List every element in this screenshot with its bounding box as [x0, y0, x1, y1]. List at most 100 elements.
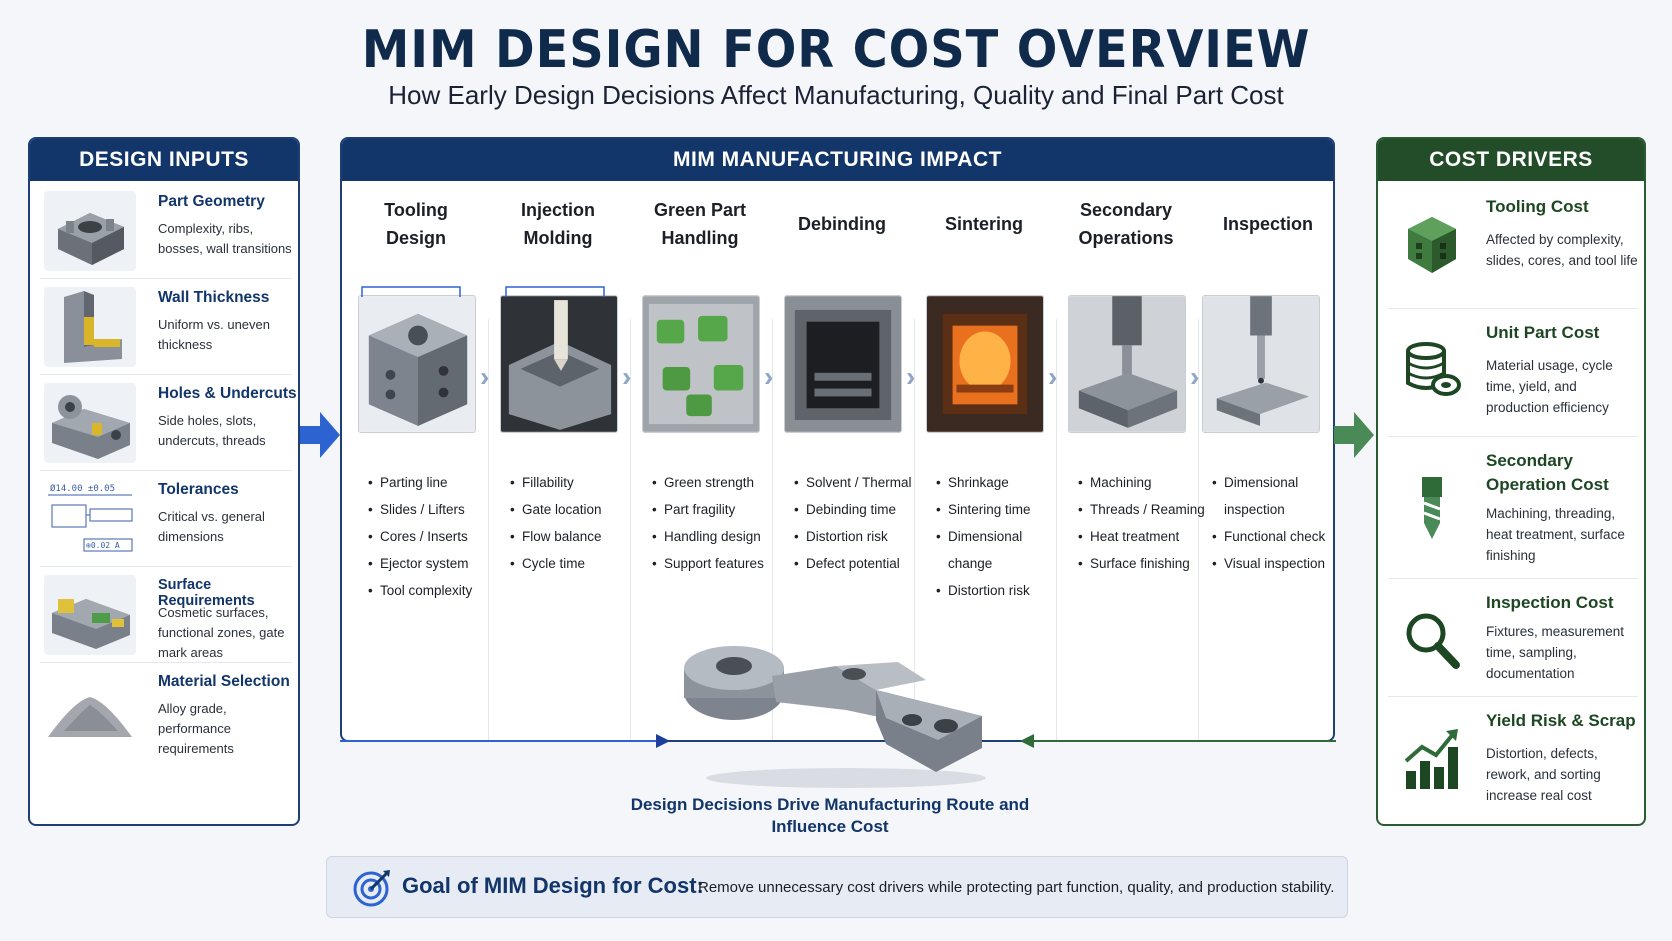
- cost-desc: Affected by complexity, slides, cores, a…: [1486, 232, 1638, 268]
- step-bullets: Machining Threads / Reaming Heat treatme…: [1078, 469, 1208, 577]
- step-title: Sintering: [944, 214, 1023, 234]
- tolerance-callout-text: ⊕0.02 A: [86, 541, 120, 550]
- bullet: Gate location: [510, 496, 640, 523]
- manufacturing-impact-heading: MIM MANUFACTURING IMPACT: [342, 139, 1333, 181]
- cnc-machining-image: [1068, 295, 1186, 433]
- cost-title: Inspection Cost: [1486, 593, 1614, 612]
- bullet: Heat treatment: [1078, 523, 1208, 550]
- bullet: Ejector system: [368, 550, 498, 577]
- chevron-right-icon: ›: [480, 361, 490, 392]
- cost-desc: Material usage, cycle time, yield, and p…: [1486, 358, 1613, 415]
- input-title: Tolerances: [158, 481, 239, 498]
- input-material-selection: Material Selection Alloy grade, performa…: [40, 663, 292, 759]
- cost-desc: Machining, threading, heat treatment, su…: [1486, 506, 1625, 563]
- input-desc: Side holes, slots, undercuts, threads: [158, 413, 266, 448]
- step-bullets: Shrinkage Sintering time Dimensional cha…: [936, 469, 1066, 604]
- cost-tooling: Tooling Cost Affected by complexity, sli…: [1388, 183, 1638, 309]
- mold-cube-icon: [1408, 217, 1456, 273]
- input-desc: Complexity, ribs, bosses, wall transitio…: [158, 221, 292, 256]
- cost-secondary-operation: Secondary Operation Cost Machining, thre…: [1388, 437, 1638, 579]
- input-desc: Alloy grade, performance requirements: [158, 701, 234, 756]
- injection-molding-image: [500, 295, 618, 433]
- chevron-right-icon: ›: [1048, 361, 1058, 392]
- bracket-icon: [361, 286, 605, 297]
- step-title: Injection Molding: [520, 200, 595, 248]
- step-bullets: Dimensional inspection Functional check …: [1212, 469, 1333, 577]
- cost-yield-risk: Yield Risk & Scrap Distortion, defects, …: [1388, 697, 1638, 824]
- coin-stack-icon: [1406, 342, 1461, 396]
- goal-text: Remove unnecessary cost drivers while pr…: [698, 879, 1335, 896]
- step-bullets: Green strength Part fragility Handling d…: [652, 469, 782, 577]
- center-caption: Design Decisions Drive Manufacturing Rou…: [630, 795, 1030, 836]
- input-title: Part Geometry: [158, 193, 265, 210]
- chevron-right-icon: ›: [622, 361, 632, 392]
- step-title: Tooling Design: [384, 200, 448, 248]
- step-bullets: Parting line Slides / Lifters Cores / In…: [368, 469, 498, 604]
- bullet: Handling design: [652, 523, 782, 550]
- input-wall-thickness: Wall Thickness Uniform vs. uneven thickn…: [40, 279, 292, 375]
- input-desc: Critical vs. general dimensions: [158, 509, 265, 544]
- input-desc: Cosmetic surfaces, functional zones, gat…: [158, 605, 285, 660]
- bullet: Shrinkage: [936, 469, 1066, 496]
- input-title: Surface Requirements: [158, 577, 255, 609]
- goal-banner: Goal of MIM Design for Cost: Remove unne…: [326, 856, 1348, 918]
- step-title: Green Part Handling: [653, 200, 747, 248]
- input-title: Material Selection: [158, 673, 290, 690]
- manufacturing-impact-panel: MIM MANUFACTURING IMPACT Tooling Design …: [340, 137, 1335, 742]
- bullet: Dimensional inspection: [1212, 469, 1333, 523]
- input-surface-requirements: Surface Requirements Cosmetic surfaces, …: [40, 567, 292, 663]
- bullet: Debinding time: [794, 496, 924, 523]
- input-holes-undercuts: Holes & Undercuts Side holes, slots, und…: [40, 375, 297, 471]
- step-bullets: Solvent / Thermal Debinding time Distort…: [794, 469, 924, 577]
- bullet: Part fragility: [652, 496, 782, 523]
- input-part-geometry: Part Geometry Complexity, ribs, bosses, …: [40, 183, 292, 279]
- input-tolerances: Ø14.00 ±0.05 ⊕0.02 A Tolerances Critical…: [40, 471, 292, 567]
- cost-flow-arrow-icon: [1334, 412, 1374, 458]
- magnifier-icon: [1406, 613, 1460, 669]
- bullet: Flow balance: [510, 523, 640, 550]
- goal-title: Goal of MIM Design for Cost:: [402, 873, 704, 898]
- bullet: Threads / Reaming: [1078, 496, 1208, 523]
- page-subtitle: How Early Design Decisions Affect Manufa…: [388, 80, 1284, 110]
- green-parts-tray-image: [642, 295, 760, 433]
- mim-part-image: [684, 646, 986, 788]
- input-title: Wall Thickness: [158, 289, 270, 306]
- input-desc: Uniform vs. uneven thickness: [158, 317, 270, 352]
- bullet: Cores / Inserts: [368, 523, 498, 550]
- bullet: Visual inspection: [1212, 550, 1333, 577]
- bullet: Cycle time: [510, 550, 640, 577]
- bullet: Dimensional change: [936, 523, 1066, 577]
- page-title: MIM DESIGN FOR COST OVERVIEW: [361, 20, 1311, 80]
- surface-requirements-icon: [44, 575, 136, 655]
- bullet: Fillability: [510, 469, 640, 496]
- cost-drivers-heading: COST DRIVERS: [1378, 139, 1644, 181]
- inspection-probe-image: [1202, 295, 1320, 433]
- step-title: Debinding: [798, 214, 886, 234]
- bullet: Parting line: [368, 469, 498, 496]
- bullet: Surface finishing: [1078, 550, 1208, 577]
- sintering-furnace-image: [926, 295, 1044, 433]
- cost-title: Secondary Operation Cost: [1486, 451, 1609, 494]
- part-geometry-icon: [44, 191, 136, 271]
- tolerance-dim-text: Ø14.00 ±0.05: [50, 483, 115, 494]
- chevron-right-icon: ›: [906, 361, 916, 392]
- bullet: Sintering time: [936, 496, 1066, 523]
- input-title: Holes & Undercuts: [158, 385, 297, 402]
- cost-title: Tooling Cost: [1486, 197, 1589, 216]
- design-inputs-heading: DESIGN INPUTS: [30, 139, 298, 181]
- cost-desc: Distortion, defects, rework, and sorting…: [1486, 746, 1601, 803]
- bullet: Functional check: [1212, 523, 1333, 550]
- flow-from-right-arrow-icon: [1020, 734, 1336, 748]
- bullet: Support features: [652, 550, 782, 577]
- bullet: Solvent / Thermal: [794, 469, 924, 496]
- target-icon: [353, 870, 390, 907]
- drill-bit-icon: [1422, 477, 1442, 539]
- chevron-right-icon: ›: [1190, 361, 1200, 392]
- cost-inspection: Inspection Cost Fixtures, measurement ti…: [1388, 579, 1638, 697]
- wall-thickness-icon: [44, 287, 136, 367]
- flow-to-part-arrow-icon: [340, 734, 670, 748]
- bar-trend-icon: [1404, 729, 1458, 789]
- bullet: Green strength: [652, 469, 782, 496]
- cost-title: Yield Risk & Scrap: [1486, 711, 1636, 730]
- mold-block-image: [358, 295, 476, 433]
